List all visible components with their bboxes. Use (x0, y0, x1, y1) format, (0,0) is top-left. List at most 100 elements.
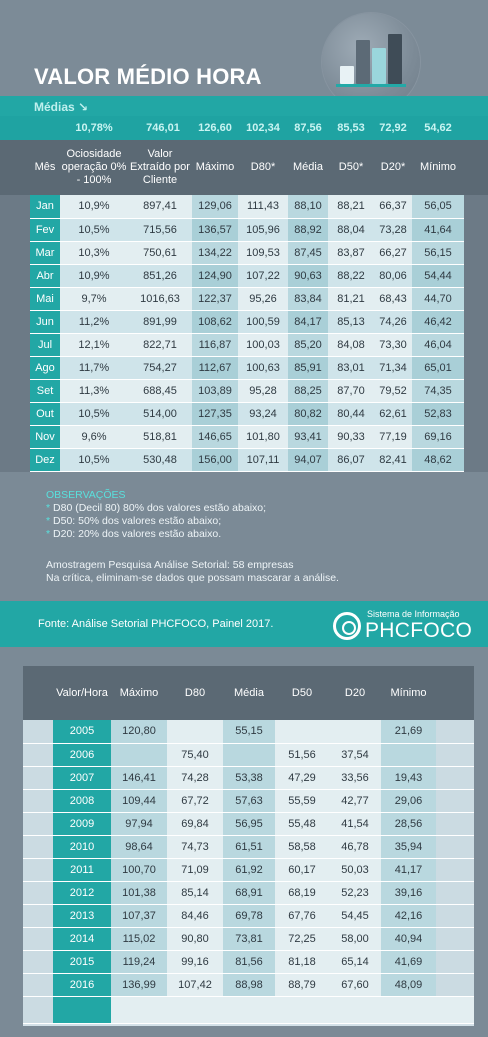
table-cell: 11,2% (60, 310, 128, 334)
table-cell: 98,64 (111, 835, 167, 859)
column-header: Mês (30, 140, 60, 195)
table-cell: 41,69 (381, 950, 436, 974)
table-cell: 85,14 (167, 881, 223, 905)
table-cell: 119,24 (111, 950, 167, 974)
table-cell: 10,9% (60, 195, 128, 219)
table-cell: 90,63 (288, 264, 328, 288)
table-cell: 897,41 (128, 195, 192, 219)
table-cell: 69,78 (223, 904, 275, 928)
table-cell: 61,92 (223, 858, 275, 882)
row-edge (23, 904, 53, 928)
year-cell: 2010 (53, 835, 111, 859)
table-cell: 95,28 (238, 379, 288, 403)
table-cell: 56,05 (412, 195, 464, 219)
table-cell: 107,42 (167, 973, 223, 997)
header-edge (23, 666, 53, 720)
row-edge (464, 379, 488, 403)
table-footer-row (23, 996, 474, 1024)
media-value: 54,62 (424, 122, 452, 134)
table-cell: 65,01 (412, 356, 464, 380)
table-cell: 55,15 (223, 720, 275, 744)
table-cell (167, 996, 223, 1024)
table-cell: 93,24 (238, 402, 288, 426)
table-cell: 71,34 (374, 356, 412, 380)
table-cell (381, 996, 436, 1024)
table-cell: 95,26 (238, 287, 288, 311)
table-cell: 73,30 (374, 333, 412, 357)
year-cell: 2016 (53, 973, 111, 997)
column-header: D80* (238, 140, 288, 195)
table-cell: 9,6% (60, 425, 128, 449)
table-cell: 81,18 (275, 950, 329, 974)
year-cell: 2005 (53, 720, 111, 744)
table-cell: 51,56 (275, 743, 329, 767)
table-cell: 72,25 (275, 927, 329, 951)
brand-subtitle: Sistema de Informação (367, 609, 460, 619)
row-edge (23, 743, 53, 767)
row-edge (464, 425, 488, 449)
aperture-logo-icon (333, 612, 361, 640)
row-edge (464, 333, 488, 357)
row-edge (464, 402, 488, 426)
table-cell (223, 996, 275, 1024)
table-cell: 77,19 (374, 425, 412, 449)
table-row: 2013 107,37 84,46 69,78 67,76 54,45 42,16 (23, 904, 474, 928)
table-row: Abr 10,9% 851,26 124,90 107,22 90,63 88,22 80,0… (0, 264, 488, 288)
table-row: 2010 98,64 74,73 61,51 58,58 46,78 35,94 (23, 835, 474, 859)
table-cell: 136,99 (111, 973, 167, 997)
month-cell: Mar (30, 241, 60, 265)
table-cell: 88,25 (288, 379, 328, 403)
table-cell: 42,16 (381, 904, 436, 928)
table-cell (329, 996, 381, 1024)
table-cell: 68,19 (275, 881, 329, 905)
table-cell: 88,10 (288, 195, 328, 219)
month-cell: Nov (30, 425, 60, 449)
bar-chart-icon (322, 13, 420, 111)
table-cell: 37,54 (329, 743, 381, 767)
table-cell: 67,72 (167, 789, 223, 813)
row-edge (436, 812, 474, 836)
table-row: 2009 97,94 69,84 56,95 55,48 41,54 28,56 (23, 812, 474, 836)
column-header: D50* (328, 140, 374, 195)
table-cell: 66,37 (374, 195, 412, 219)
table-cell: 10,5% (60, 448, 128, 472)
row-edge (23, 881, 53, 905)
source-text: Fonte: Análise Setorial PHCFOCO, Painel … (38, 618, 274, 630)
table-cell: 41,17 (381, 858, 436, 882)
observation-item: * D80 (Decil 80) 80% dos valores estão a… (46, 502, 267, 514)
table-cell: 514,00 (128, 402, 192, 426)
table-cell: 85,13 (328, 310, 374, 334)
table-cell: 146,41 (111, 766, 167, 790)
table-cell: 88,22 (328, 264, 374, 288)
table-cell: 74,73 (167, 835, 223, 859)
table-cell: 80,44 (328, 402, 374, 426)
row-edge (0, 310, 30, 334)
table-cell: 136,57 (192, 218, 238, 242)
observation-item: * D20: 20% dos valores estão abaixo. (46, 528, 222, 540)
year-cell: 2007 (53, 766, 111, 790)
row-edge (23, 973, 53, 997)
row-edge (23, 835, 53, 859)
table-row: 2006 75,40 51,56 37,54 (23, 743, 474, 767)
table-row: Nov 9,6% 518,81 146,65 101,80 93,41 90,33 77,19… (0, 425, 488, 449)
table-cell: 41,54 (329, 812, 381, 836)
table-cell: 85,91 (288, 356, 328, 380)
table-cell: 127,35 (192, 402, 238, 426)
table-cell: 10,5% (60, 218, 128, 242)
table-cell: 88,92 (288, 218, 328, 242)
row-edge (0, 218, 30, 242)
table-cell: 74,35 (412, 379, 464, 403)
column-header: Média (288, 140, 328, 195)
table-cell: 90,80 (167, 927, 223, 951)
column-header: Mínimo (381, 666, 436, 720)
month-cell: Fev (30, 218, 60, 242)
yearly-header-row: Valor/Hora Máximo D80 Média D50 D20 Míni… (23, 666, 474, 720)
row-edge (436, 973, 474, 997)
column-header: Valor/Hora (53, 666, 111, 720)
table-cell: 9,7% (60, 287, 128, 311)
table-cell: 44,70 (412, 287, 464, 311)
table-cell: 100,63 (238, 356, 288, 380)
header-edge (436, 666, 474, 720)
table-row: 2014 115,02 90,80 73,81 72,25 58,00 40,94 (23, 927, 474, 951)
table-cell: 99,16 (167, 950, 223, 974)
